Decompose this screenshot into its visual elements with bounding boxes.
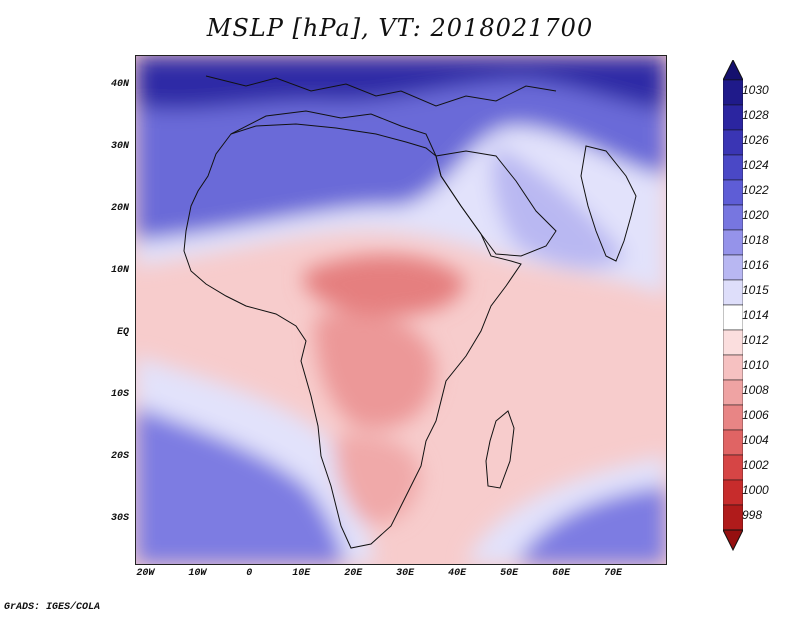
europe-coastline [205, 75, 557, 107]
credit-text: GrADS: IGES/COLA [4, 602, 101, 613]
lon-label: 10E [292, 568, 311, 579]
colorbar-swatch [723, 79, 743, 106]
colorbar-swatch [723, 154, 743, 181]
colorbar-label: 1008 [742, 383, 769, 397]
colorbar-label: 1006 [742, 408, 769, 422]
field-sudan-low [303, 254, 466, 316]
colorbar-swatch [723, 404, 743, 431]
india-coastline [580, 145, 637, 262]
lon-label: 10W [188, 568, 207, 579]
lon-label: 20W [136, 568, 155, 579]
field-kalahari-low [334, 434, 421, 524]
colorbar-label: 1016 [742, 258, 769, 272]
africa-coastline [183, 123, 522, 549]
lat-label: 30S [110, 512, 129, 524]
colorbar [723, 60, 743, 552]
colorbar-swatch [723, 129, 743, 156]
lon-label: 20E [344, 568, 363, 579]
colorbar-label: 1002 [742, 458, 769, 472]
colorbar-label: 1020 [742, 208, 769, 222]
colorbar-swatch [723, 304, 743, 331]
colorbar-swatch [723, 454, 743, 481]
mediterranean-coast [230, 110, 437, 157]
field-south-ocean-high [136, 406, 346, 564]
lon-label: 30E [396, 568, 415, 579]
lat-label: 20S [110, 450, 129, 462]
colorbar-swatch [723, 504, 743, 531]
colorbar-swatch [723, 429, 743, 456]
field-southeast-ocean-high [516, 486, 666, 564]
lon-label: 70E [604, 568, 623, 579]
lon-label: 40E [448, 568, 467, 579]
lon-label: 60E [552, 568, 571, 579]
lat-label: 30N [110, 140, 129, 152]
colorbar-label: 1010 [742, 358, 769, 372]
lat-label: EQ [116, 326, 129, 338]
colorbar-top-arrow [723, 60, 743, 81]
lat-label: 20N [110, 202, 129, 214]
lat-label: 40N [110, 78, 129, 90]
colorbar-swatch [723, 379, 743, 406]
colorbar-label: 1018 [742, 233, 769, 247]
colorbar-label: 1015 [742, 283, 769, 297]
lon-label: 50E [500, 568, 519, 579]
colorbar-label: 1026 [742, 133, 769, 147]
colorbar-swatch [723, 354, 743, 381]
colorbar-bottom-arrow [723, 529, 743, 552]
colorbar-label: 1024 [742, 158, 769, 172]
colorbar-swatch [723, 254, 743, 281]
colorbar-label: 998 [742, 508, 763, 522]
colorbar-swatch [723, 104, 743, 131]
lat-label: 10N [110, 264, 129, 276]
field-arabia-high [492, 146, 626, 269]
colorbar-swatch [723, 229, 743, 256]
colorbar-swatch [723, 279, 743, 306]
colorbar-label: 1028 [742, 108, 769, 122]
colorbar-label: 1022 [742, 183, 769, 197]
colorbar-label: 1000 [742, 483, 769, 497]
colorbar-swatch [723, 204, 743, 231]
colorbar-label: 1014 [742, 308, 769, 322]
coastline-group [183, 75, 637, 549]
map-title: MSLP [hPa], VT: 2018021700 [206, 14, 594, 42]
colorbar-label: 1012 [742, 333, 769, 347]
colorbar-swatch [723, 179, 743, 206]
colorbar-swatch [723, 329, 743, 356]
field-congo-low [315, 312, 436, 429]
pressure-field-map [136, 56, 666, 564]
map-plot-area [135, 55, 667, 565]
lat-label: 10S [110, 388, 129, 400]
field-north-high [136, 56, 666, 111]
colorbar-label: 1004 [742, 433, 769, 447]
lon-label: 0 [246, 568, 253, 579]
colorbar-label: 1030 [742, 83, 769, 97]
arabia-coastline [435, 150, 557, 257]
madagascar-coastline [485, 410, 515, 489]
colorbar-swatch [723, 479, 743, 506]
